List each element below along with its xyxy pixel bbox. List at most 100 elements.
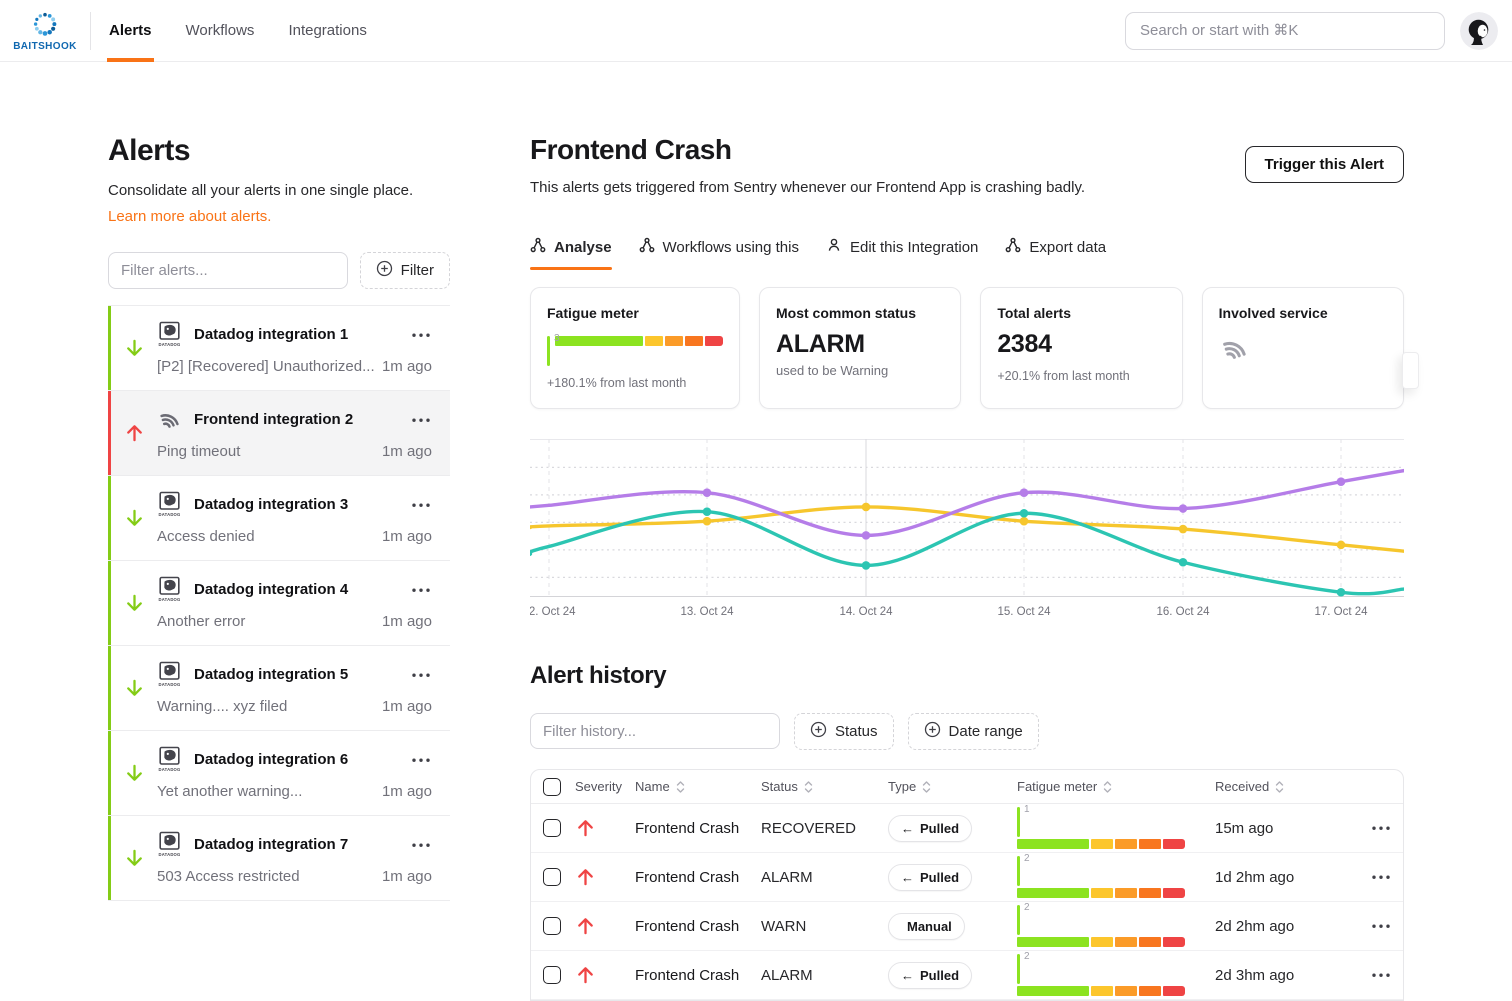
- ellipsis-menu-icon[interactable]: [412, 333, 430, 338]
- row-type-badge: ←Pulled: [888, 962, 972, 989]
- alert-list-item[interactable]: DATADOG Datadog integration 1 [P2] [Reco…: [108, 306, 450, 391]
- ellipsis-menu-icon[interactable]: [1372, 826, 1390, 831]
- row-checkbox[interactable]: [543, 868, 561, 886]
- row-severity-slot: [575, 866, 635, 888]
- header-divider: [90, 12, 91, 50]
- select-all-checkbox[interactable]: [543, 778, 561, 796]
- plus-circle-icon: [924, 721, 941, 738]
- status-filter-button[interactable]: Status: [794, 713, 894, 750]
- trigger-alert-button[interactable]: Trigger this Alert: [1245, 146, 1404, 183]
- tab-analyse[interactable]: Analyse: [530, 237, 612, 270]
- learn-more-link[interactable]: Learn more about alerts.: [108, 208, 271, 225]
- alert-list-item[interactable]: DATADOG Datadog integration 4 Another er…: [108, 561, 450, 646]
- row-checkbox[interactable]: [543, 966, 561, 984]
- tab-export-data[interactable]: Export data: [1005, 237, 1106, 270]
- arrow-left-icon: ←: [901, 821, 914, 836]
- alert-time: 1m ago: [382, 783, 432, 800]
- svg-text:DATADOG: DATADOG: [159, 342, 181, 347]
- fatigue-meter-card: Fatigue meter 3 +180.1% from last month: [530, 287, 740, 409]
- sort-icon: [1275, 780, 1284, 794]
- row-checkbox[interactable]: [543, 819, 561, 837]
- alert-name: Datadog integration 1: [194, 326, 348, 343]
- sort-icon: [804, 780, 813, 794]
- primary-nav: Alerts Workflows Integrations: [109, 0, 367, 62]
- row-menu-slot[interactable]: [1359, 967, 1403, 984]
- row-checkbox[interactable]: [543, 917, 561, 935]
- alert-item-menu[interactable]: [410, 661, 432, 687]
- alert-item-menu[interactable]: [410, 321, 432, 347]
- alert-detail: Warning.... xyz filed: [157, 698, 287, 715]
- ellipsis-menu-icon[interactable]: [412, 503, 430, 508]
- history-table-row[interactable]: Frontend Crash WARN Manual 2 2d 2hm ago: [531, 902, 1403, 951]
- alerts-sidebar: Alerts Consolidate all your alerts in on…: [108, 62, 450, 1001]
- user-avatar[interactable]: [1460, 12, 1498, 50]
- person-icon: [826, 237, 842, 253]
- alert-list-item[interactable]: DATADOG Datadog integration 6 Yet anothe…: [108, 731, 450, 816]
- severity-arrow-slot: [111, 746, 157, 800]
- svg-text:13. Oct 24: 13. Oct 24: [680, 606, 734, 618]
- col-fatigue-meter[interactable]: Fatigue meter: [1017, 779, 1215, 794]
- ellipsis-menu-icon[interactable]: [412, 588, 430, 593]
- ellipsis-menu-icon[interactable]: [1372, 924, 1390, 929]
- alert-name: Datadog integration 6: [194, 751, 348, 768]
- datadog-logo-icon: DATADOG: [157, 831, 183, 857]
- global-search-input[interactable]: [1125, 12, 1445, 50]
- row-status: ALARM: [761, 967, 888, 984]
- alert-time: 1m ago: [382, 358, 432, 375]
- arrow-down-icon: [124, 592, 145, 614]
- ellipsis-menu-icon[interactable]: [412, 418, 430, 423]
- alert-item-menu[interactable]: [410, 831, 432, 857]
- integration-icon-slot: DATADOG: [157, 576, 183, 602]
- row-menu-slot[interactable]: [1359, 869, 1403, 886]
- alert-history-table: Severity Name Status Type Fatigue meter …: [530, 769, 1404, 1001]
- filter-alerts-input[interactable]: [108, 252, 348, 289]
- plus-circle-icon: [376, 260, 393, 277]
- ellipsis-menu-icon[interactable]: [1372, 973, 1390, 978]
- row-menu-slot[interactable]: [1359, 820, 1403, 837]
- row-type-badge: ←Pulled: [888, 815, 972, 842]
- date-range-filter-button[interactable]: Date range: [908, 713, 1039, 750]
- alert-list-item[interactable]: DATADOG Datadog integration 7 503 Access…: [108, 816, 450, 901]
- alert-item-menu[interactable]: [410, 576, 432, 602]
- tab-workflows-using-this[interactable]: Workflows using this: [639, 237, 799, 270]
- col-name[interactable]: Name: [635, 779, 761, 794]
- alert-name: Datadog integration 4: [194, 581, 348, 598]
- alert-item-menu[interactable]: [410, 746, 432, 772]
- alert-name: Frontend integration 2: [194, 411, 353, 428]
- alert-item-menu[interactable]: [410, 406, 432, 432]
- ellipsis-menu-icon[interactable]: [412, 843, 430, 848]
- alert-list-item[interactable]: Frontend integration 2 Ping timeout 1m a…: [108, 391, 450, 476]
- col-severity: Severity: [575, 779, 635, 794]
- filter-history-input[interactable]: [530, 713, 780, 749]
- arrow-left-icon: ←: [901, 870, 914, 885]
- alert-list-item[interactable]: DATADOG Datadog integration 5 Warning...…: [108, 646, 450, 731]
- brand-logo[interactable]: BAITSHOOK: [6, 10, 84, 52]
- row-received: 2d 2hm ago: [1215, 918, 1359, 935]
- severity-arrow-slot: [111, 321, 157, 375]
- status-value: ALARM: [776, 330, 944, 359]
- nav-item-integrations[interactable]: Integrations: [288, 0, 366, 62]
- ellipsis-menu-icon[interactable]: [412, 673, 430, 678]
- alert-list-item[interactable]: DATADOG Datadog integration 3 Access den…: [108, 476, 450, 561]
- col-received[interactable]: Received: [1215, 779, 1359, 794]
- row-name: Frontend Crash: [635, 967, 761, 984]
- col-type[interactable]: Type: [888, 779, 1017, 794]
- ellipsis-menu-icon[interactable]: [1372, 875, 1390, 880]
- svg-text:DATADOG: DATADOG: [159, 682, 181, 687]
- sort-icon: [1103, 780, 1112, 794]
- filter-button[interactable]: Filter: [360, 252, 450, 289]
- row-status: ALARM: [761, 869, 888, 886]
- row-menu-slot[interactable]: [1359, 918, 1403, 935]
- history-table-row[interactable]: Frontend Crash RECOVERED ←Pulled 1 15m a…: [531, 804, 1403, 853]
- card-title: Total alerts: [997, 305, 1165, 321]
- ellipsis-menu-icon[interactable]: [412, 758, 430, 763]
- nav-item-alerts[interactable]: Alerts: [109, 0, 152, 62]
- alert-item-menu[interactable]: [410, 491, 432, 517]
- col-status[interactable]: Status: [761, 779, 888, 794]
- alerts-list: DATADOG Datadog integration 1 [P2] [Reco…: [108, 305, 450, 901]
- nav-item-workflows[interactable]: Workflows: [186, 0, 255, 62]
- history-table-row[interactable]: Frontend Crash ALARM ←Pulled 2 2d 3hm ag…: [531, 951, 1403, 1000]
- history-table-row[interactable]: Frontend Crash ALARM ←Pulled 2 1d 2hm ag…: [531, 853, 1403, 902]
- tab-edit-integration[interactable]: Edit this Integration: [826, 237, 978, 270]
- brand-logo-icon: [29, 10, 61, 40]
